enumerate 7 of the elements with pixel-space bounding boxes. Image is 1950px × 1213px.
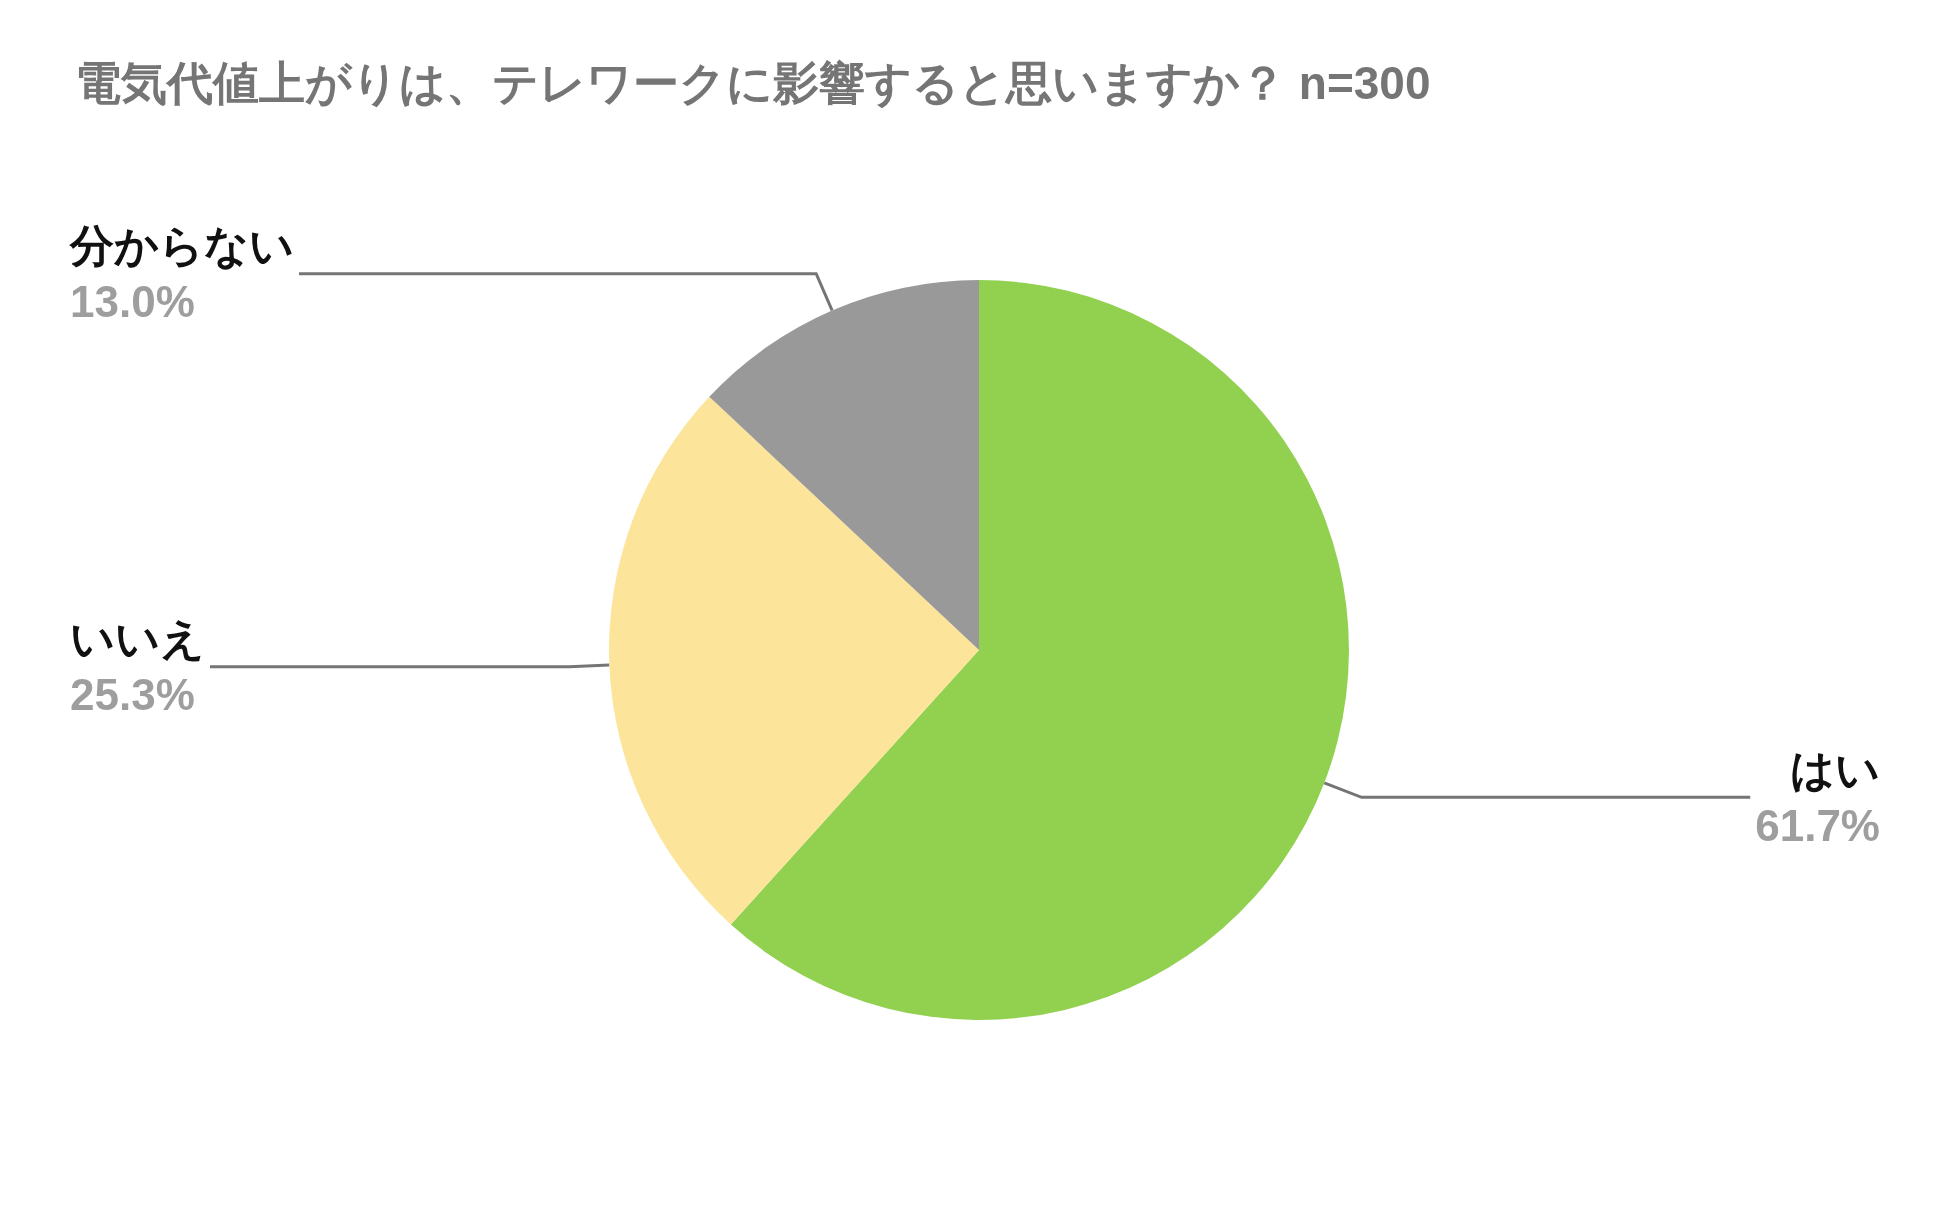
- data-label: 61.7%: [1755, 800, 1880, 850]
- slice-label: はい: [1790, 744, 1880, 794]
- chart-title: 電気代値上がりは、テレワークに影響すると思いますか？ n=300: [75, 57, 1431, 109]
- slice-label: いいえ: [70, 614, 205, 664]
- data-label: 13.0%: [70, 277, 195, 327]
- slice-label: 分からない: [69, 221, 294, 271]
- data-label: 25.3%: [70, 670, 195, 720]
